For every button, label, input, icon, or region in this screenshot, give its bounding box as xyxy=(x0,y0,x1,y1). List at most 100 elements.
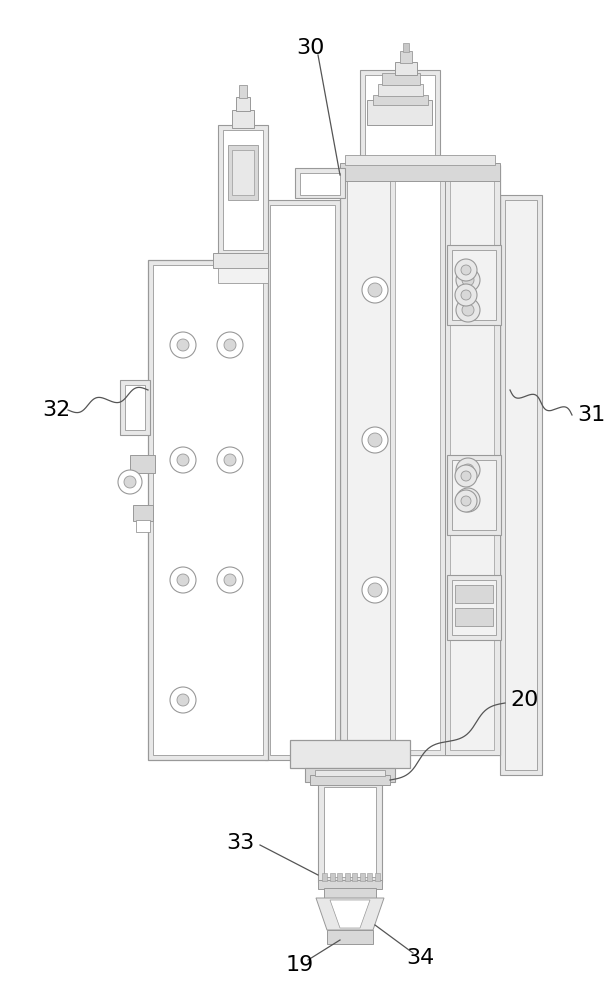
Bar xyxy=(133,505,153,521)
Bar xyxy=(455,608,493,626)
Bar xyxy=(265,200,340,760)
Bar xyxy=(395,62,417,75)
Bar xyxy=(452,460,496,530)
Circle shape xyxy=(455,284,477,306)
Circle shape xyxy=(118,470,142,494)
Bar xyxy=(232,150,254,195)
Bar xyxy=(125,385,145,430)
Bar xyxy=(300,173,340,195)
Bar xyxy=(400,51,412,63)
Bar xyxy=(365,75,435,170)
Circle shape xyxy=(124,476,136,488)
Bar xyxy=(340,163,500,181)
Circle shape xyxy=(170,687,196,713)
Bar xyxy=(290,740,410,768)
Text: 30: 30 xyxy=(296,38,324,58)
Polygon shape xyxy=(330,900,370,928)
Bar xyxy=(352,873,357,881)
Bar xyxy=(327,930,373,944)
Circle shape xyxy=(170,332,196,358)
Bar xyxy=(153,265,263,755)
Circle shape xyxy=(224,574,236,586)
Bar xyxy=(270,205,335,755)
Circle shape xyxy=(170,567,196,593)
Bar xyxy=(452,250,496,320)
Bar xyxy=(228,145,258,200)
Text: 32: 32 xyxy=(42,400,70,420)
Bar xyxy=(120,380,150,435)
Circle shape xyxy=(362,427,388,453)
Circle shape xyxy=(462,464,474,476)
Text: 31: 31 xyxy=(577,405,605,425)
Circle shape xyxy=(217,567,243,593)
Bar xyxy=(337,873,342,881)
Bar xyxy=(403,43,409,52)
Bar xyxy=(223,130,263,250)
Circle shape xyxy=(177,574,189,586)
Circle shape xyxy=(362,277,388,303)
Circle shape xyxy=(217,332,243,358)
Bar xyxy=(239,85,247,98)
Bar xyxy=(130,455,155,473)
Bar xyxy=(505,200,537,770)
Circle shape xyxy=(177,339,189,351)
Bar xyxy=(367,100,432,125)
Bar xyxy=(295,168,345,198)
Circle shape xyxy=(362,577,388,603)
Circle shape xyxy=(456,268,480,292)
Bar xyxy=(324,787,376,877)
Bar xyxy=(390,165,445,755)
Bar xyxy=(373,95,428,105)
Bar xyxy=(359,873,365,881)
Circle shape xyxy=(455,490,477,512)
Bar xyxy=(218,268,268,283)
Bar xyxy=(375,873,379,881)
Circle shape xyxy=(461,471,471,481)
Bar xyxy=(452,580,496,635)
Bar xyxy=(345,873,349,881)
Bar xyxy=(213,253,268,268)
Circle shape xyxy=(368,583,382,597)
Bar xyxy=(447,575,501,640)
Bar xyxy=(315,770,385,776)
Circle shape xyxy=(177,694,189,706)
Text: 34: 34 xyxy=(406,948,434,968)
Circle shape xyxy=(368,433,382,447)
Bar xyxy=(322,873,327,881)
Bar xyxy=(450,170,494,750)
Circle shape xyxy=(170,447,196,473)
Circle shape xyxy=(224,339,236,351)
Bar xyxy=(345,155,495,165)
Bar xyxy=(218,125,268,255)
Bar xyxy=(447,455,501,535)
Circle shape xyxy=(455,465,477,487)
Bar xyxy=(395,170,440,750)
Bar xyxy=(330,873,335,881)
Bar xyxy=(136,520,150,532)
Circle shape xyxy=(461,265,471,275)
Circle shape xyxy=(462,304,474,316)
Circle shape xyxy=(456,458,480,482)
Bar xyxy=(382,73,420,85)
Circle shape xyxy=(368,283,382,297)
Bar xyxy=(318,782,382,882)
Bar xyxy=(378,84,423,96)
Circle shape xyxy=(461,290,471,300)
Circle shape xyxy=(177,454,189,466)
Bar xyxy=(236,97,250,111)
Bar xyxy=(360,70,440,175)
Bar xyxy=(447,245,501,325)
Text: 19: 19 xyxy=(286,955,314,975)
Bar xyxy=(232,110,254,128)
Circle shape xyxy=(224,454,236,466)
Circle shape xyxy=(462,274,474,286)
Text: 33: 33 xyxy=(227,833,255,853)
Circle shape xyxy=(217,447,243,473)
Bar xyxy=(347,172,493,748)
Bar xyxy=(148,260,268,760)
Bar xyxy=(305,768,395,782)
Circle shape xyxy=(462,494,474,506)
Bar xyxy=(318,880,382,889)
Text: 20: 20 xyxy=(510,690,538,710)
Bar xyxy=(445,165,500,755)
